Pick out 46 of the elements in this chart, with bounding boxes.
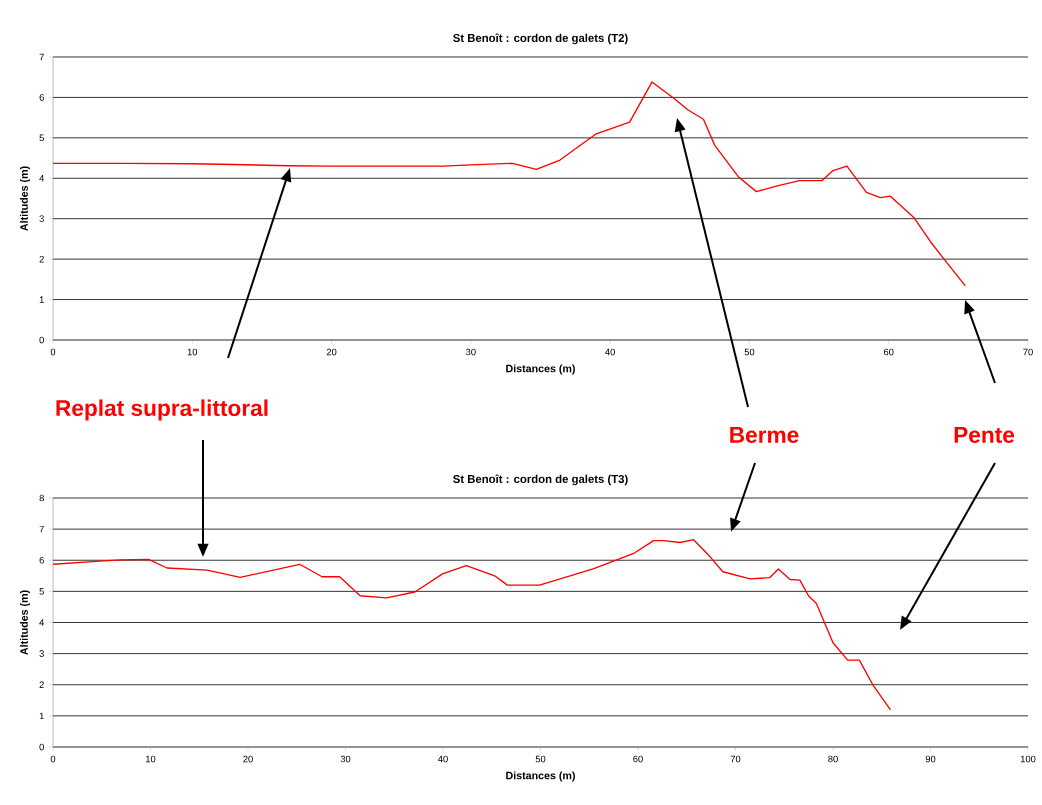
x-axis-title: Distances (m) <box>506 364 575 375</box>
x-tick-label: 30 <box>466 348 476 356</box>
x-tick-label: 0 <box>50 755 56 763</box>
y-tick-label: 5 <box>39 134 44 142</box>
y-axis-title: Altitudes (m) <box>20 590 30 655</box>
x-tick-label: 10 <box>187 348 198 356</box>
x-tick-label: 60 <box>884 348 894 356</box>
y-tick-label: 3 <box>39 650 44 657</box>
chart-title: St Benoît : cordon de galets (T3) <box>453 474 628 486</box>
y-tick-label: 6 <box>39 94 44 101</box>
x-tick-label: 50 <box>744 348 755 356</box>
y-tick-label: 5 <box>39 588 44 595</box>
text: Replat supra-littoral <box>56 399 268 421</box>
x-tick-label: 20 <box>326 348 337 356</box>
x-tick-label: 40 <box>438 755 448 763</box>
y-axis-title: Altitudes (m) <box>20 166 30 231</box>
y-tick-label: 1 <box>39 712 44 720</box>
y-tick-label: 6 <box>39 556 44 564</box>
y-tick-label: 1 <box>39 296 44 303</box>
y-tick-label: 4 <box>39 175 45 182</box>
x-tick-label: 60 <box>633 755 643 763</box>
chart-title: St Benoît : cordon de galets (T2) <box>453 33 628 45</box>
text: Berme <box>730 427 799 443</box>
y-tick-label: 3 <box>39 215 44 222</box>
y-tick-label: 2 <box>39 255 44 263</box>
x-tick-label: 100 <box>1020 755 1036 763</box>
y-tick-label: 2 <box>39 681 44 688</box>
x-tick-label: 90 <box>925 755 936 763</box>
text: Pente <box>954 427 1015 443</box>
x-tick-label: 0 <box>50 348 56 356</box>
x-tick-label: 50 <box>535 755 546 763</box>
y-tick-label: 4 <box>39 619 45 626</box>
x-tick-label: 40 <box>605 348 615 356</box>
y-tick-label: 0 <box>39 336 44 344</box>
x-tick-label: 20 <box>243 755 253 763</box>
x-tick-label: 10 <box>146 755 156 763</box>
y-tick-label: 8 <box>39 494 44 502</box>
y-tick-label: 0 <box>39 743 44 751</box>
x-axis-title: Distances (m) <box>506 771 575 782</box>
y-tick-label: 7 <box>39 53 44 61</box>
y-tick-label: 7 <box>39 525 44 533</box>
x-tick-label: 70 <box>730 755 741 763</box>
line-series <box>53 539 892 711</box>
x-tick-label: 30 <box>340 755 351 763</box>
x-tick-label: 70 <box>1023 348 1033 356</box>
x-tick-label: 80 <box>828 755 838 763</box>
